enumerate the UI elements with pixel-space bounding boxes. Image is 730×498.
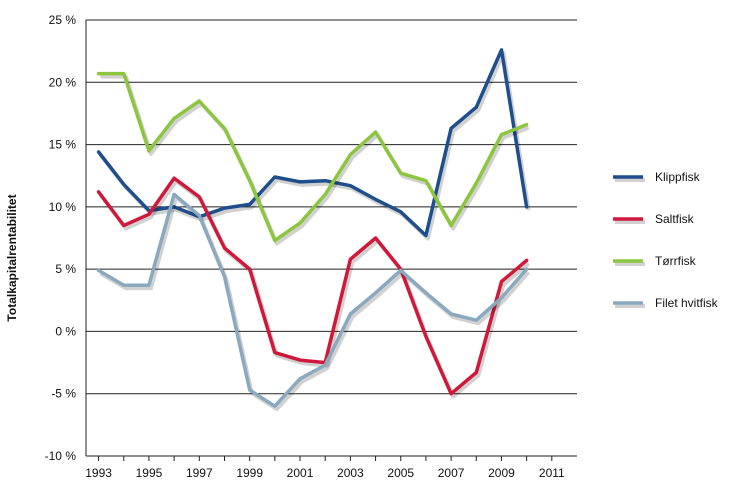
x-tick-label: 2005 bbox=[387, 466, 414, 480]
legend-label: Filet hvitfisk bbox=[655, 296, 719, 310]
x-tick-labels: 1993 1995 1997 1999 2001 2003 2005 2007 2009 2011 bbox=[85, 466, 565, 480]
x-tick-label: 2009 bbox=[488, 466, 515, 480]
y-tick-label: 20 % bbox=[49, 75, 77, 89]
y-tick-labels: 25 % 20 % 15 % 10 % 5 % 0 % -5 % -10 % bbox=[45, 13, 77, 463]
y-tick-label: 5 % bbox=[55, 262, 76, 276]
series-lines bbox=[96, 48, 531, 412]
x-tick-label: 2007 bbox=[438, 466, 465, 480]
y-tick-label: 10 % bbox=[49, 200, 77, 214]
y-axis-label: Totalkapitalrentabilitet bbox=[5, 194, 19, 321]
x-tick-label: 1993 bbox=[85, 466, 112, 480]
x-tick-label: 2003 bbox=[337, 466, 364, 480]
series-line-3 bbox=[96, 192, 529, 408]
legend-label: Klippfisk bbox=[655, 170, 701, 184]
grid bbox=[86, 19, 577, 457]
series-shadow bbox=[99, 50, 531, 241]
legend-label: Tørrfisk bbox=[655, 254, 697, 268]
x-tick-label: 2011 bbox=[539, 466, 565, 480]
series-shadow bbox=[99, 195, 531, 412]
y-tick-label: -5 % bbox=[51, 387, 76, 401]
x-tick-label: 1997 bbox=[186, 466, 213, 480]
y-tick-label: 15 % bbox=[49, 138, 77, 152]
legend: Klippfisk Saltfisk Tørrfisk Filet hvitfisk bbox=[613, 170, 719, 310]
y-tick-label: -10 % bbox=[45, 449, 77, 463]
series-shadow bbox=[98, 179, 530, 399]
x-tick-label: 1999 bbox=[236, 466, 263, 480]
series-line-2 bbox=[96, 71, 529, 243]
legend-label: Saltfisk bbox=[655, 212, 695, 226]
series-line-1 bbox=[96, 176, 529, 396]
x-tick-label: 2001 bbox=[287, 466, 314, 480]
series-shadow bbox=[100, 74, 530, 246]
y-tick-label: 25 % bbox=[49, 13, 77, 27]
y-tick-label: 0 % bbox=[55, 324, 76, 338]
x-tick-label: 1995 bbox=[136, 466, 163, 480]
axes bbox=[85, 20, 553, 461]
